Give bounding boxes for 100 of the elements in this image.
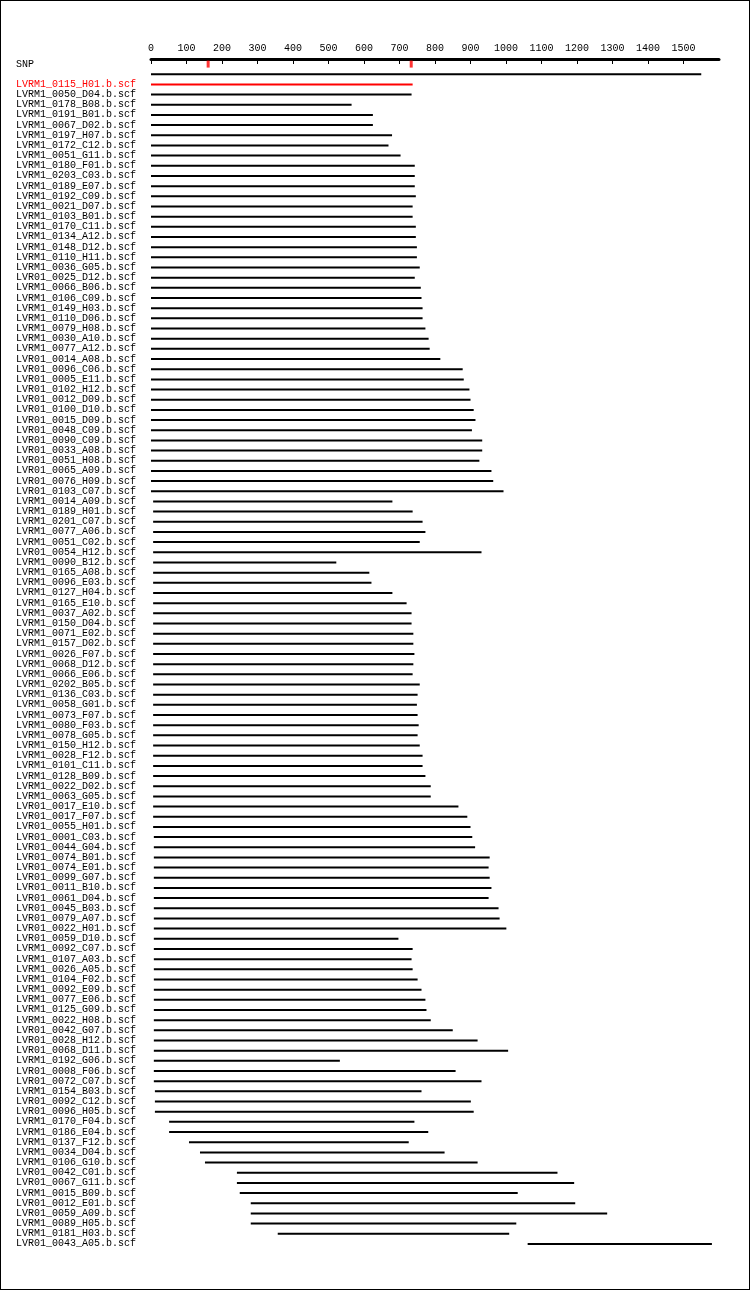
x-tick-label: 1300 bbox=[600, 42, 625, 54]
bar bbox=[153, 937, 399, 940]
y-tick-label: LVR01_0092_C12.b.scf bbox=[16, 1096, 137, 1108]
bar bbox=[236, 1171, 558, 1174]
y-tick-label: LVRM1_0192_G06.b.scf bbox=[16, 1055, 137, 1067]
y-tick-label: LVR01_0017_E10.b.scf bbox=[16, 801, 137, 813]
y-tick-label: LVR01_0100_D10.b.scf bbox=[16, 404, 137, 416]
y-tick-label: LVR01_0054_H12.b.scf bbox=[16, 546, 137, 558]
y-tick-label: LVRM1_0125_G09.b.scf bbox=[16, 1004, 137, 1016]
bar bbox=[153, 510, 413, 513]
bar bbox=[151, 73, 702, 76]
y-tick-label: LVR01_0045_B03.b.scf bbox=[16, 902, 137, 914]
bar bbox=[151, 154, 401, 157]
y-tick-label: LVRM1_0148_D12.b.scf bbox=[16, 241, 137, 253]
bar bbox=[153, 571, 370, 574]
bar bbox=[153, 541, 420, 544]
y-tick-label: LVRM1_0022_D02.b.scf bbox=[16, 780, 137, 792]
y-tick-label: LVRM1_0149_H03.b.scf bbox=[16, 302, 137, 314]
bar bbox=[151, 429, 472, 432]
bar bbox=[154, 1110, 474, 1113]
bar bbox=[153, 897, 489, 900]
bar bbox=[153, 703, 417, 706]
x-tick-label: 1100 bbox=[529, 42, 554, 54]
bar bbox=[153, 551, 482, 554]
y-tick-label: LVRM1_0127_H04.b.scf bbox=[16, 587, 137, 599]
bar bbox=[153, 775, 426, 778]
y-tick-label: LVRM1_0107_A03.b.scf bbox=[16, 953, 137, 965]
bar bbox=[151, 174, 415, 177]
y-tick-label: LVRM1_0068_D12.b.scf bbox=[16, 658, 137, 670]
bar bbox=[151, 347, 430, 350]
y-tick-label: LVR01_0028_H12.b.scf bbox=[16, 1035, 137, 1046]
y-tick-label: LVRM1_0154_B03.b.scf bbox=[16, 1085, 137, 1097]
x-tick-label: 900 bbox=[461, 42, 480, 54]
y-tick-label: LVRM1_0089_H05.b.scf bbox=[16, 1218, 137, 1230]
bar bbox=[151, 398, 471, 401]
y-tick-label: LVRM1_0137_F12.b.scf bbox=[16, 1136, 137, 1148]
bar bbox=[250, 1202, 576, 1205]
bar bbox=[153, 886, 492, 889]
bar bbox=[250, 1222, 517, 1225]
x-tick-label: 100 bbox=[177, 42, 196, 54]
y-tick-label: LVRM1_0103_B01.b.scf bbox=[16, 211, 137, 223]
y-tick-label: LVRM1_0071_E02.b.scf bbox=[16, 628, 137, 640]
y-tick-label: LVR01_0099_G07.b.scf bbox=[16, 872, 137, 884]
bar bbox=[199, 1151, 445, 1154]
y-tick-label: LVR01_0008_F06.b.scf bbox=[16, 1065, 137, 1077]
bar bbox=[151, 327, 426, 330]
bar bbox=[153, 947, 413, 950]
x-tick-label: 800 bbox=[425, 42, 445, 54]
y-tick-label: LVRM1_0106_G10.b.scf bbox=[16, 1157, 137, 1169]
y-tick-label: LVRM1_0015_B09.b.scf bbox=[16, 1187, 137, 1199]
bar bbox=[151, 276, 415, 279]
y-tick-label: LVR01_0096_H05.b.scf bbox=[16, 1106, 137, 1118]
y-tick-label: LVRM1_0181_H03.b.scf bbox=[16, 1228, 137, 1240]
y-tick-label: LVR01_0042_G07.b.scf bbox=[16, 1024, 137, 1036]
bar bbox=[153, 591, 393, 594]
bar bbox=[151, 215, 413, 218]
bar bbox=[153, 1070, 456, 1073]
x-tick-label: 600 bbox=[354, 42, 374, 54]
y-tick-label: LVRM1_0115_H01.b.scf bbox=[16, 78, 137, 90]
y-tick-label: LVR01_0043_A05.b.scf bbox=[16, 1238, 137, 1250]
bar bbox=[151, 144, 389, 147]
bar bbox=[153, 632, 414, 635]
bar bbox=[153, 1049, 509, 1052]
y-tick-label: LVR01_0001_C03.b.scf bbox=[16, 831, 137, 843]
y-tick-label: LVR01_0072_C07.b.scf bbox=[16, 1075, 137, 1087]
bar bbox=[151, 449, 483, 452]
bar bbox=[151, 490, 504, 493]
y-tick-label: LVR01_0074_E01.b.scf bbox=[16, 862, 137, 874]
bar bbox=[151, 297, 422, 300]
y-tick-label: LVRM1_0180_F01.b.scf bbox=[16, 160, 137, 172]
bar bbox=[250, 1212, 608, 1215]
y-tick-label: LVRM1_0022_H08.b.scf bbox=[16, 1014, 137, 1026]
bar bbox=[153, 612, 412, 615]
y-tick-label: LVRM1_0157_D02.b.scf bbox=[16, 638, 137, 650]
y-tick-label: LVR01_0048_C09.b.scf bbox=[16, 424, 137, 436]
y-tick-label: LVR01_0059_D10.b.scf bbox=[16, 933, 137, 945]
bar bbox=[153, 1029, 453, 1032]
bar bbox=[527, 1242, 712, 1245]
y-tick-label: LVRM1_0090_B12.b.scf bbox=[16, 556, 137, 568]
y-tick-label: LVR01_0022_H01.b.scf bbox=[16, 923, 137, 935]
y-tick-label: LVRM1_0051_C02.b.scf bbox=[16, 536, 137, 548]
bar bbox=[151, 358, 441, 361]
y-tick-label: LVRM1_0170_F04.b.scf bbox=[16, 1116, 137, 1128]
y-tick-label: LVR01_0059_A09.b.scf bbox=[16, 1207, 137, 1219]
bar bbox=[153, 998, 426, 1001]
y-tick-label: LVR01_0076_H09.b.scf bbox=[16, 475, 137, 487]
bar bbox=[151, 286, 421, 289]
y-tick-label: LVRM1_0101_C11.b.scf bbox=[16, 760, 137, 772]
y-tick-label: LVRM1_0080_F03.b.scf bbox=[16, 719, 137, 731]
bar bbox=[153, 846, 476, 849]
bar bbox=[154, 1090, 422, 1093]
y-tick-label: LVRM1_0021_D07.b.scf bbox=[16, 200, 137, 212]
bar bbox=[153, 764, 423, 767]
bar bbox=[151, 368, 463, 371]
bar bbox=[151, 124, 373, 127]
y-tick-label: LVR01_0067_G11.b.scf bbox=[16, 1177, 137, 1189]
bar bbox=[151, 185, 415, 188]
y-tick-label: LVRM1_0170_C11.b.scf bbox=[16, 221, 137, 233]
y-tick-label: LVR01_0014_A08.b.scf bbox=[16, 353, 137, 365]
bar bbox=[153, 622, 412, 625]
